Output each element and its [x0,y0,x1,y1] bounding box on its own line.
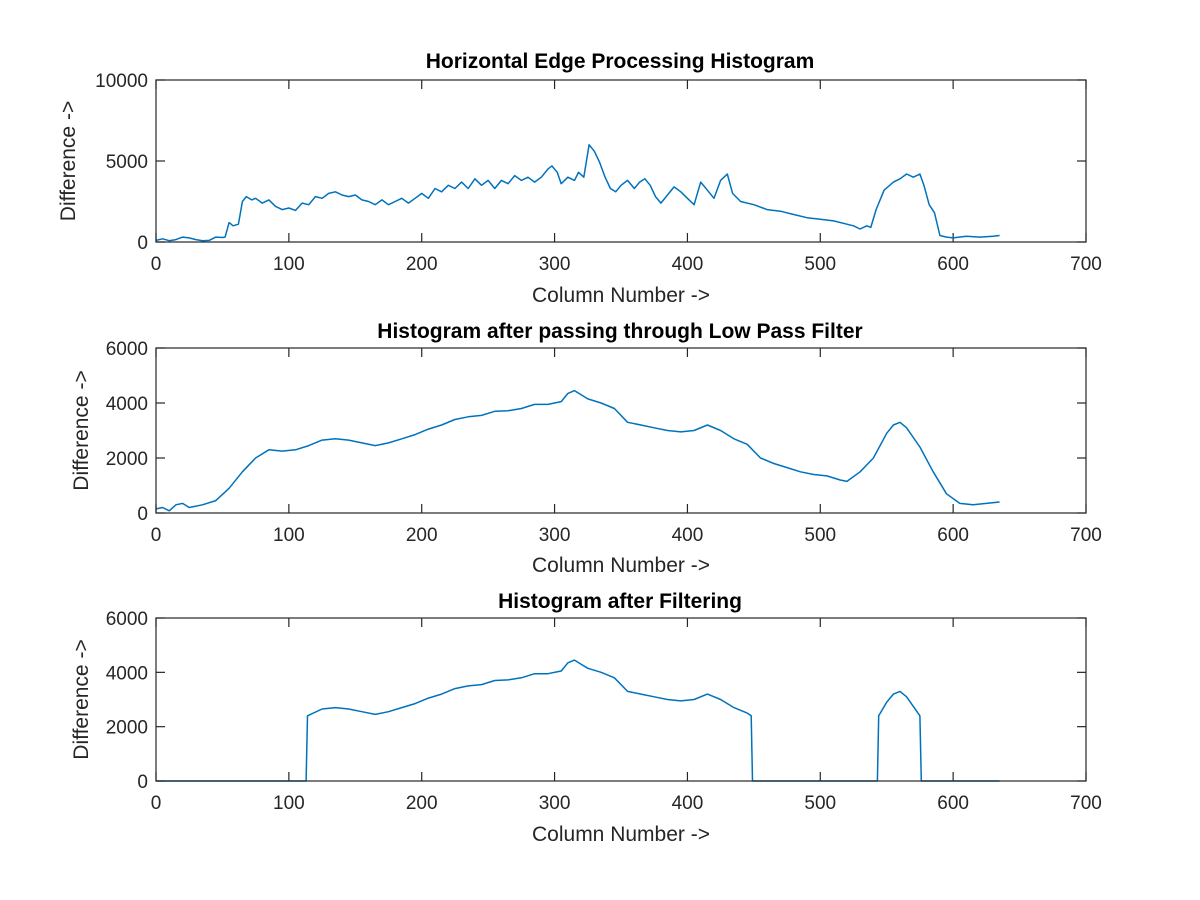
y-tick-labels: 0 2000 4000 6000 [106,339,148,525]
x-tick-label: 200 [406,525,438,546]
x-tick-label: 700 [1070,254,1102,275]
x-tick-label: 300 [539,254,571,275]
x-tick-label: 200 [406,793,438,814]
x-tick-label: 400 [672,793,704,814]
y-axis-label: Difference -> [57,101,80,221]
y-axis-label: Difference -> [70,639,93,759]
x-tick-label: 700 [1070,793,1102,814]
tick-marks [155,617,1087,782]
subplot-edge-histogram: Horizontal Edge Processing Histogram 0 10… [57,50,1102,307]
x-tick-label: 400 [672,525,704,546]
subplot-title: Histogram after Filtering [498,590,742,613]
x-tick-labels: 0 100 200 300 400 500 600 700 [151,793,1102,814]
x-tick-label: 200 [406,254,438,275]
y-tick-labels: 0 5000 10000 [95,71,148,254]
x-tick-label: 100 [273,793,305,814]
axes-frame [155,617,1087,782]
y-tick-label: 6000 [106,609,148,630]
x-tick-label: 500 [804,525,836,546]
series-line [156,659,1000,782]
y-tick-label: 6000 [106,339,148,360]
y-tick-labels: 0 2000 4000 6000 [106,609,148,793]
x-tick-label: 0 [151,525,162,546]
x-tick-label: 600 [937,793,969,814]
x-tick-labels: 0 100 200 300 400 500 600 700 [151,254,1102,275]
x-tick-label: 0 [151,793,162,814]
y-tick-label: 2000 [106,449,148,470]
x-tick-label: 100 [273,254,305,275]
x-axis-label: Column Number -> [532,554,710,577]
x-axis-label: Column Number -> [532,284,710,307]
y-tick-label: 4000 [106,394,148,415]
x-tick-label: 500 [804,254,836,275]
x-tick-label: 500 [804,793,836,814]
subplot-title: Histogram after passing through Low Pass… [377,320,862,343]
y-tick-label: 4000 [106,663,148,684]
tick-marks [155,79,1087,243]
y-tick-label: 10000 [95,71,148,92]
tick-marks [155,347,1087,514]
series-line [155,144,1000,242]
x-tick-label: 100 [273,525,305,546]
subplot-filtered: Histogram after Filtering 0 100 200 300 400 5… [70,590,1102,846]
x-tick-label: 600 [937,525,969,546]
y-tick-label: 0 [137,772,148,793]
y-tick-label: 5000 [106,152,148,173]
x-tick-label: 700 [1070,525,1102,546]
x-tick-labels: 0 100 200 300 400 500 600 700 [151,525,1102,546]
x-tick-label: 600 [937,254,969,275]
x-axis-label: Column Number -> [532,823,710,846]
series-line [155,389,1000,512]
y-axis-label: Difference -> [70,370,93,490]
y-tick-label: 2000 [106,718,148,739]
subplot-low-pass: Histogram after passing through Low Pass… [70,320,1102,577]
x-tick-label: 300 [539,793,571,814]
axes-frame [155,79,1087,243]
x-tick-label: 0 [151,254,162,275]
x-tick-label: 400 [672,254,704,275]
x-tick-label: 300 [539,525,571,546]
y-tick-label: 0 [137,504,148,525]
y-tick-label: 0 [137,233,148,254]
axes-frame [155,347,1087,514]
subplot-title: Horizontal Edge Processing Histogram [426,50,815,73]
